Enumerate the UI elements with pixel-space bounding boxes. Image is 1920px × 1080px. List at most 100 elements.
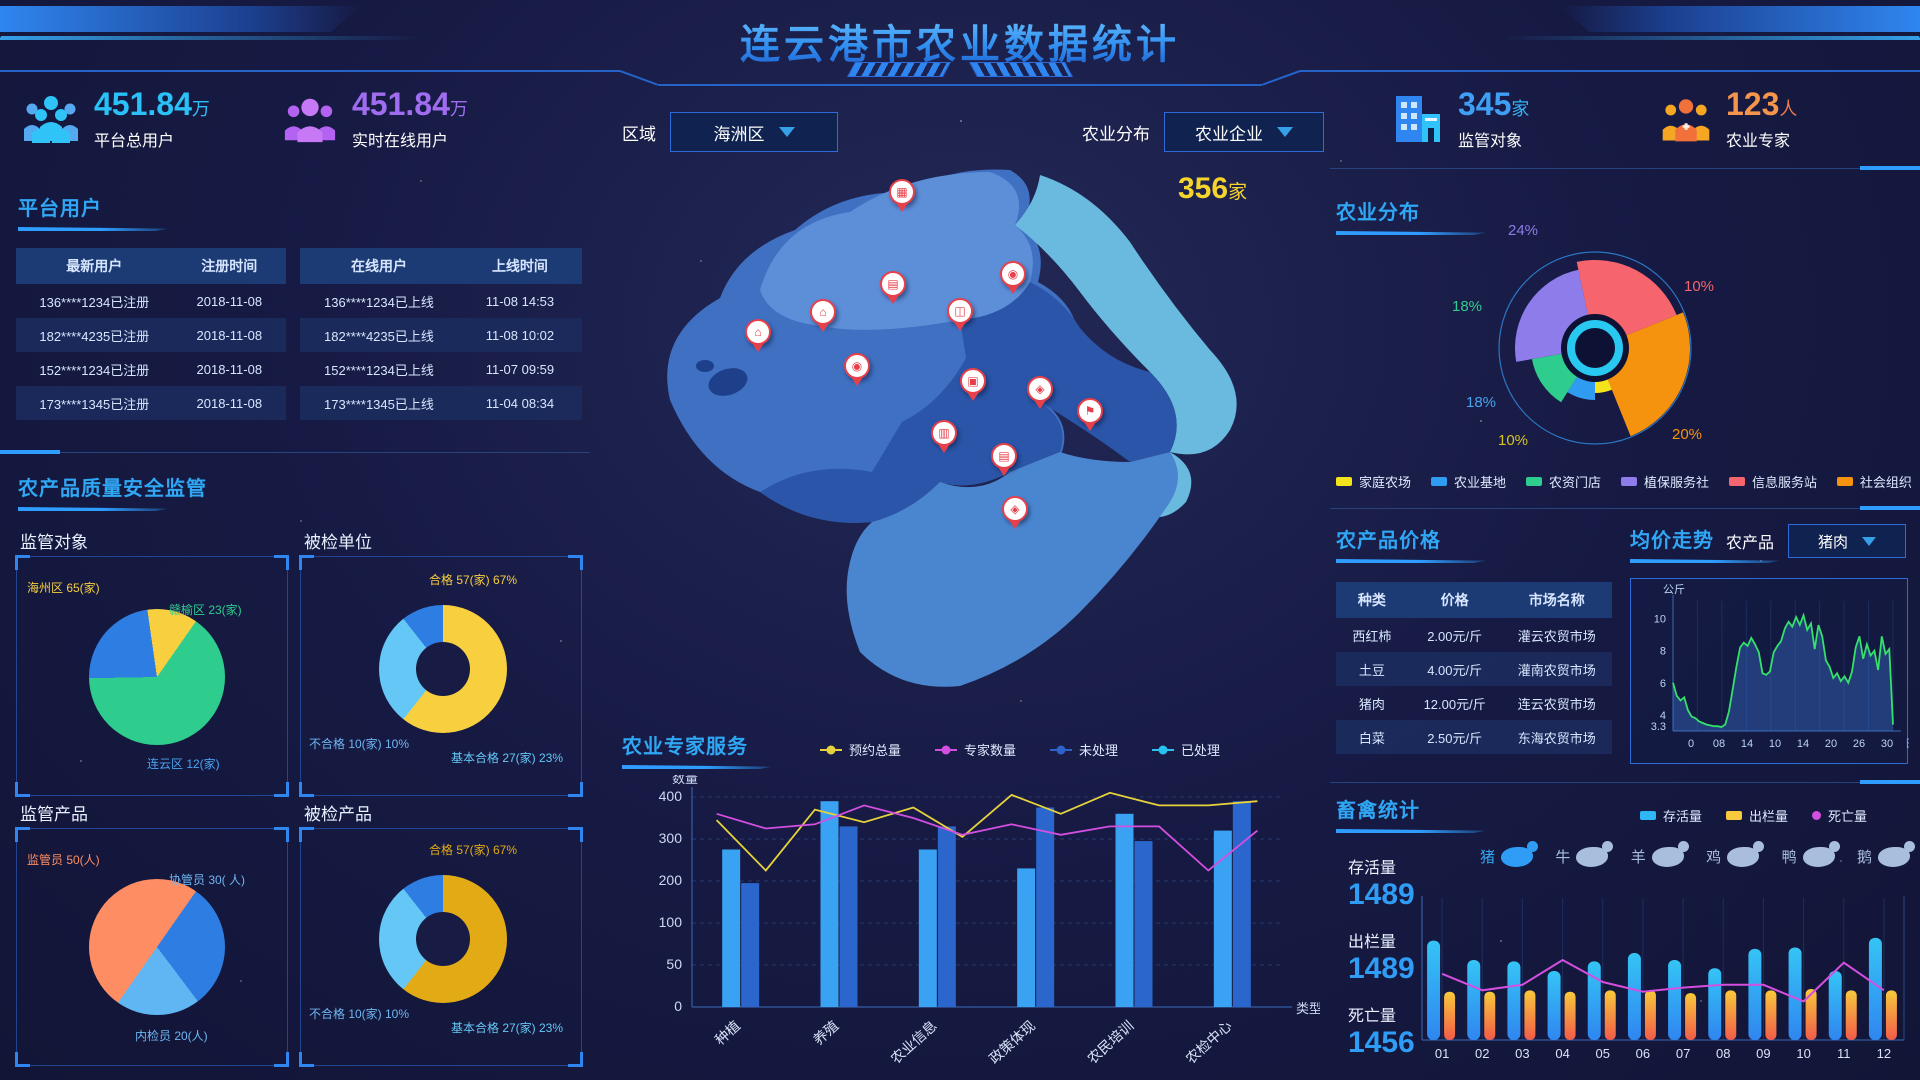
legend-item[interactable]: 存活量	[1640, 806, 1702, 825]
stat-unit: 万	[191, 99, 210, 119]
map-pin[interactable]: ◉	[844, 353, 870, 379]
rose-pct-label: 10%	[1498, 432, 1529, 449]
animal-item-鹅[interactable]: 鹅	[1857, 840, 1915, 867]
map-pin[interactable]: ▥	[931, 420, 957, 446]
left-divider	[0, 450, 590, 454]
corner-bracket	[568, 827, 583, 842]
donut-inspected-units[interactable]	[379, 605, 507, 733]
table-cell: 连云农贸市场	[1517, 696, 1596, 712]
svg-text:14: 14	[1797, 738, 1809, 750]
survive-label: 存活量	[1348, 860, 1397, 877]
animal-label: 羊	[1630, 849, 1646, 866]
section-platform-users: 平台用户	[18, 192, 168, 231]
animal-item-鸡[interactable]: 鸡	[1706, 840, 1765, 867]
map-pin[interactable]: ◉	[1000, 261, 1026, 287]
price-trend-chart[interactable]: 公斤 10 8 6 43.3 0 08 14 10 14 20 26 30 日期	[1630, 578, 1920, 764]
experts-icon	[1662, 98, 1710, 141]
table-row: 182****4235已上线 11-08 10:02	[300, 318, 582, 352]
legend-item[interactable]: 信息服务站	[1728, 472, 1817, 491]
table-row: 173****1345已注册 2018-11-08	[16, 386, 286, 420]
region-map[interactable]: ▦ ▤ ◉ ⌂ ◫ ⌂ ◉ ▣ ◈ ⚑ ▥ ▤ ◈	[610, 130, 1310, 720]
table-cell: 市场名称	[1528, 592, 1585, 608]
svg-text:05: 05	[1596, 1046, 1610, 1061]
map-pin[interactable]: ⚑	[1077, 398, 1103, 424]
legend-item[interactable]: 专家数量	[935, 740, 1016, 759]
table-cell: 152****1234已注册	[39, 362, 150, 378]
stat-unit: 万	[449, 99, 468, 119]
stat-label: 平台总用户	[94, 133, 175, 150]
animal-item-鸭[interactable]: 鸭	[1782, 840, 1840, 867]
pie-supervision-products[interactable]	[89, 879, 225, 1015]
map-pin[interactable]: ▣	[960, 368, 986, 394]
table-cell: 2018-11-08	[196, 293, 263, 309]
animal-item-猪[interactable]: 猪	[1480, 840, 1539, 867]
death-value: 1456	[1348, 1026, 1415, 1059]
map-pin[interactable]: ◈	[1027, 376, 1053, 402]
table-cell: 4.00元/斤	[1427, 662, 1483, 678]
agri-distribution-legend: 家庭农场 农业基地 农资门店 植保服务社 信息服务站 社会组织	[1336, 472, 1912, 491]
animal-item-牛[interactable]: 牛	[1555, 840, 1614, 867]
map-pin[interactable]: ⌂	[745, 319, 771, 345]
donut-inspected-products[interactable]	[379, 875, 507, 1003]
distribution-dropdown[interactable]: 农业企业	[1164, 112, 1324, 152]
legend-item[interactable]: 未处理	[1050, 740, 1118, 759]
section-agri-distribution: 农业分布	[1336, 196, 1486, 235]
right-divider-1	[1330, 166, 1920, 170]
stat-experts: 123人 农业专家	[1660, 86, 1797, 151]
map-pin[interactable]: ▦	[889, 179, 915, 205]
table-cell: 注册时间	[201, 258, 258, 274]
svg-text:300: 300	[659, 830, 683, 846]
legend-swatch	[820, 745, 842, 754]
corner-bracket	[568, 782, 583, 797]
rose-pct-label: 18%	[1452, 298, 1483, 315]
legend-label: 死亡量	[1828, 809, 1868, 824]
svg-text:50: 50	[666, 956, 682, 972]
corner-bracket	[15, 1052, 30, 1067]
legend-item[interactable]: 死亡量	[1812, 806, 1867, 825]
chart-card-supervision-objects: 海州区 65(家) 赣榆区 23(家) 连云区 12(家)	[15, 555, 289, 797]
legend-item[interactable]: 出栏量	[1726, 806, 1788, 825]
header-divider-center	[658, 84, 1262, 86]
region-dropdown[interactable]: 海洲区	[670, 112, 838, 152]
agri-distribution-rose-chart[interactable]	[1450, 228, 1740, 468]
svg-text:种植: 种植	[712, 1017, 744, 1048]
map-pin[interactable]: ◫	[947, 298, 973, 324]
legend-item[interactable]: 预约总量	[820, 740, 901, 759]
table-cell: 土豆	[1358, 662, 1385, 678]
legend-label: 农业基地	[1453, 475, 1506, 490]
table-cell: 136****1234已上线	[324, 294, 434, 310]
pie-label: 海州区 65(家)	[27, 581, 100, 595]
svg-text:03: 03	[1515, 1046, 1529, 1061]
legend-item[interactable]: 植保服务社	[1620, 472, 1709, 491]
product-dropdown[interactable]: 猪肉	[1788, 524, 1907, 558]
legend-item[interactable]: 社会组织	[1836, 472, 1912, 491]
svg-text:09: 09	[1756, 1046, 1770, 1061]
map-pin[interactable]: ▤	[991, 443, 1017, 469]
header-divider-left	[0, 70, 620, 72]
animal-icon	[1727, 840, 1765, 867]
svg-text:类型: 类型	[1296, 1001, 1320, 1016]
legend-item[interactable]: 农业基地	[1430, 472, 1506, 491]
section-quality: 农产品质量安全监管	[18, 472, 207, 511]
svg-text:12: 12	[1877, 1046, 1891, 1061]
corner-bracket	[299, 827, 314, 842]
map-pin[interactable]: ▤	[880, 271, 906, 297]
livestock-chart[interactable]: 01 02 03 04 05 06 07 08 09 10 11 12	[1412, 892, 1912, 1077]
svg-text:10: 10	[1769, 738, 1781, 750]
legend-item[interactable]: 农资门店	[1525, 472, 1601, 491]
map-pin[interactable]: ⌂	[810, 299, 836, 325]
legend-item[interactable]: 已处理	[1152, 740, 1220, 759]
chart-title-inspected-products: 被检产品	[304, 805, 372, 824]
online-table: 在线用户 上线时间 136****1234已上线 11-08 14:53 182****…	[300, 248, 582, 420]
star-field	[0, 0, 2, 2]
pie-label: 协管员 30( 人)	[169, 873, 246, 887]
expert-service-chart[interactable]: 0 50 100 200 300 400 数量 类型 种植 养殖 农业信息 政策体现 农民培训 农检中心	[630, 771, 1322, 1080]
animal-item-羊[interactable]: 羊	[1630, 840, 1689, 867]
map-pin[interactable]: ◈	[1002, 496, 1028, 522]
animal-icon	[1501, 840, 1539, 867]
pie-supervision-objects[interactable]	[89, 609, 225, 745]
legend-item[interactable]: 家庭农场	[1336, 472, 1411, 491]
stat-unit: 人	[1779, 99, 1798, 119]
distribution-label: 农业分布	[1082, 124, 1150, 144]
svg-text:0: 0	[1688, 738, 1694, 750]
